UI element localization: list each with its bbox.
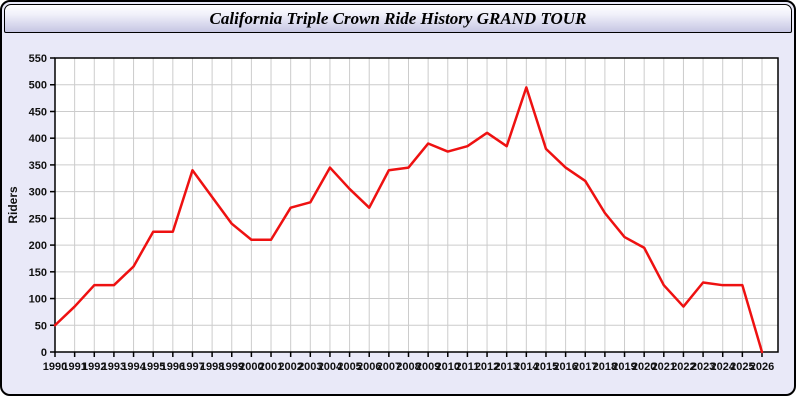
- x-tick-label: 1995: [141, 361, 165, 373]
- x-tick-label: 2018: [593, 361, 617, 373]
- x-tick-label: 2019: [612, 361, 636, 373]
- x-tick-label: 2025: [730, 361, 754, 373]
- x-tick-label: 2016: [553, 361, 577, 373]
- x-tick-label: 1994: [121, 361, 146, 373]
- x-tick-label: 2003: [298, 361, 322, 373]
- x-tick-label: 2020: [632, 361, 656, 373]
- y-tick-label: 0: [41, 347, 47, 359]
- x-tick-label: 2005: [337, 361, 361, 373]
- x-tick-label: 1997: [180, 361, 204, 373]
- x-tick-label: 2017: [573, 361, 597, 373]
- x-tick-label: 2006: [357, 361, 381, 373]
- x-tick-label: 2010: [436, 361, 460, 373]
- page-title: California Triple Crown Ride History GRA…: [209, 8, 587, 28]
- y-tick-label: 100: [29, 294, 47, 306]
- y-axis-title: Riders: [6, 186, 20, 224]
- x-axis: 1990199119921993199419951996199719981999…: [43, 352, 774, 373]
- x-tick-label: 2014: [514, 361, 539, 373]
- x-tick-label: 2004: [318, 361, 343, 373]
- plot-background: [55, 58, 778, 352]
- x-tick-label: 2000: [239, 361, 263, 373]
- x-tick-label: 1990: [43, 361, 67, 373]
- x-tick-label: 2013: [494, 361, 518, 373]
- y-tick-label: 50: [35, 320, 47, 332]
- ride-history-chart: 0501001502002503003504004505005501990199…: [6, 53, 779, 373]
- x-tick-label: 2023: [691, 361, 715, 373]
- y-tick-label: 550: [29, 53, 47, 65]
- x-tick-label: 1998: [200, 361, 224, 373]
- x-tick-label: 2022: [671, 361, 695, 373]
- x-tick-label: 2008: [396, 361, 420, 373]
- y-tick-label: 500: [29, 80, 47, 92]
- x-tick-label: 2015: [534, 361, 558, 373]
- y-tick-label: 300: [29, 187, 47, 199]
- x-tick-label: 2026: [750, 361, 774, 373]
- y-tick-label: 450: [29, 106, 47, 118]
- x-tick-label: 1999: [220, 361, 244, 373]
- title-bar: California Triple Crown Ride History GRA…: [4, 4, 792, 33]
- y-tick-label: 150: [29, 267, 47, 279]
- y-tick-label: 200: [29, 240, 47, 252]
- y-tick-label: 250: [29, 213, 47, 225]
- chart-area: 0 50 100 150 200 250 300 350 400 450 500 550 1990 199…: [4, 36, 794, 394]
- y-tick-label: 350: [29, 160, 47, 172]
- x-tick-label: 2012: [475, 361, 499, 373]
- x-tick-label: 2009: [416, 361, 440, 373]
- x-tick-label: 2002: [278, 361, 302, 373]
- x-tick-label: 1993: [102, 361, 126, 373]
- x-tick-label: 1991: [62, 361, 86, 373]
- y-tick-label: 400: [29, 133, 47, 145]
- x-tick-label: 2011: [455, 361, 479, 373]
- plot-frame: [54, 57, 779, 353]
- x-tick-label: 2021: [652, 361, 676, 373]
- riders-line: [53, 86, 764, 354]
- x-tick-label: 2001: [259, 361, 283, 373]
- x-tick-label: 2007: [377, 361, 401, 373]
- y-axis: 0 50 100 150 200 250 300 350 400 450 500 550: [29, 53, 55, 359]
- x-tick-label: 2024: [710, 361, 735, 373]
- x-tick-label: 1996: [161, 361, 185, 373]
- x-tick-label: 1992: [82, 361, 106, 373]
